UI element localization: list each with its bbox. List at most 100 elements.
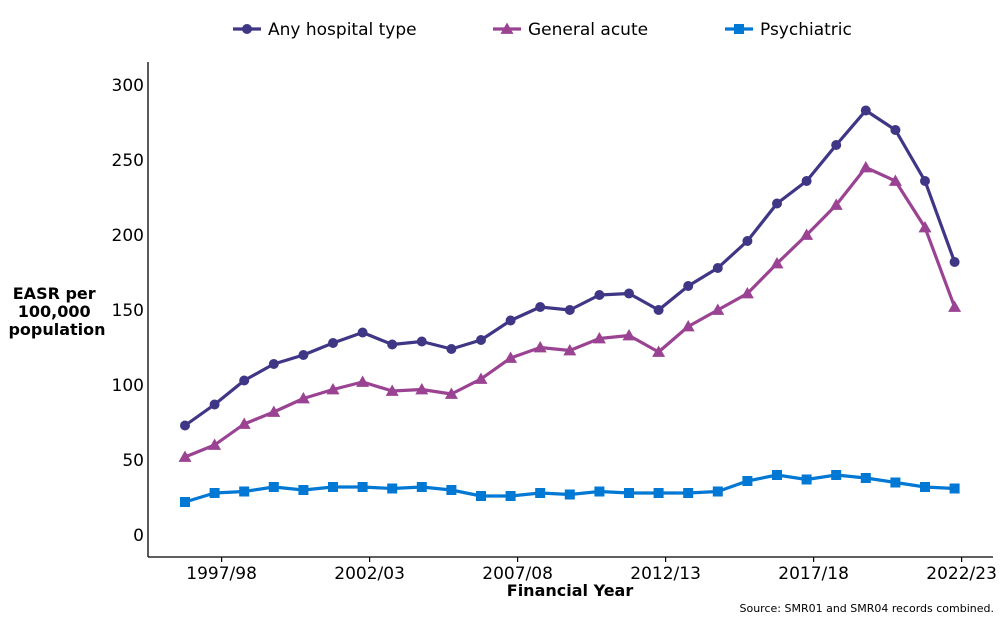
- legend-marker-general-acute: [500, 22, 514, 34]
- data-point-general-acute: [800, 228, 814, 240]
- data-point-general-acute: [237, 417, 251, 429]
- x-tick-labels: 1997/98 2002/03 2007/08 2012/13 2017/18 2022/…: [186, 557, 997, 584]
- data-point-any-hospital-type: [801, 176, 812, 186]
- data-point-any-hospital-type: [772, 198, 782, 209]
- x-tick-label: 2002/03: [334, 564, 405, 584]
- data-point-any-hospital-type: [949, 257, 960, 267]
- data-point-any-hospital-type: [476, 335, 486, 345]
- data-point-psychiatric: [505, 491, 516, 501]
- data-point-general-acute: [415, 383, 429, 395]
- data-point-any-hospital-type: [564, 305, 575, 315]
- data-point-general-acute: [888, 174, 902, 186]
- x-tick-label: 2007/08: [482, 564, 553, 584]
- data-point-any-hospital-type: [653, 305, 664, 315]
- series-any-hospital-type: [180, 105, 960, 431]
- y-tick-label: 50: [122, 451, 144, 471]
- data-point-psychiatric: [446, 485, 457, 495]
- y-tick-label: 100: [112, 376, 144, 396]
- data-point-psychiatric: [535, 488, 546, 498]
- data-point-any-hospital-type: [268, 359, 279, 369]
- data-point-any-hospital-type: [890, 125, 901, 135]
- data-point-any-hospital-type: [298, 350, 309, 360]
- series-line-any-hospital-type: [183, 108, 957, 428]
- data-point-any-hospital-type: [712, 263, 723, 273]
- legend-marker-psychiatric: [734, 24, 744, 34]
- data-point-any-hospital-type: [831, 140, 842, 150]
- y-tick-label: 200: [112, 226, 144, 246]
- data-point-general-acute: [504, 351, 518, 363]
- x-axis-label: Financial Year: [507, 581, 634, 600]
- data-point-any-hospital-type: [920, 176, 930, 186]
- y-axis-label-line-2: 100,000: [18, 302, 91, 321]
- y-axis-label-line-1: EASR per: [13, 284, 96, 303]
- data-point-any-hospital-type: [387, 339, 398, 350]
- data-point-psychiatric: [683, 488, 694, 498]
- data-point-general-acute: [859, 161, 873, 173]
- data-point-any-hospital-type: [535, 302, 546, 312]
- data-point-psychiatric: [801, 474, 812, 485]
- data-point-general-acute: [740, 287, 754, 299]
- data-point-psychiatric: [712, 486, 723, 497]
- y-axis-label: EASR per 100,000 population: [8, 284, 105, 339]
- data-point-general-acute: [533, 341, 547, 353]
- data-point-psychiatric: [949, 483, 960, 494]
- data-point-any-hospital-type: [180, 420, 190, 431]
- data-point-psychiatric: [328, 482, 338, 492]
- data-point-psychiatric: [239, 486, 250, 497]
- data-point-any-hospital-type: [505, 315, 516, 326]
- data-point-psychiatric: [564, 489, 575, 500]
- data-point-psychiatric: [653, 488, 664, 498]
- data-point-psychiatric: [920, 482, 930, 492]
- data-point-any-hospital-type: [446, 344, 457, 354]
- data-point-general-acute: [948, 300, 962, 312]
- data-point-psychiatric: [624, 488, 634, 498]
- x-tick-label: 1997/98: [186, 564, 257, 584]
- data-point-general-acute: [296, 392, 310, 404]
- legend-item-any-hospital-type: Any hospital type: [233, 20, 417, 40]
- data-point-general-acute: [592, 332, 606, 344]
- data-point-general-acute: [652, 345, 666, 357]
- data-point-general-acute: [474, 372, 488, 384]
- legend-item-general-acute: General acute: [493, 20, 648, 40]
- data-point-general-acute: [829, 198, 843, 210]
- series-psychiatric: [180, 470, 960, 507]
- data-point-any-hospital-type: [239, 375, 250, 386]
- data-point-general-acute: [563, 344, 577, 356]
- y-tick-label: 150: [112, 301, 144, 321]
- data-point-psychiatric: [831, 470, 842, 480]
- data-point-psychiatric: [209, 488, 220, 498]
- data-point-any-hospital-type: [624, 288, 634, 299]
- data-point-psychiatric: [357, 482, 368, 492]
- y-tick-labels: 0 50 100 150 200 250 300: [112, 76, 144, 546]
- x-tick-label: 2022/23: [926, 564, 997, 584]
- source-note: Source: SMR01 and SMR04 records combined…: [739, 602, 994, 615]
- data-point-psychiatric: [594, 486, 605, 497]
- data-point-psychiatric: [476, 491, 486, 501]
- legend-label-general-acute: General acute: [528, 20, 648, 40]
- data-point-psychiatric: [860, 473, 871, 483]
- axes: [147, 62, 993, 558]
- data-point-any-hospital-type: [416, 336, 427, 347]
- y-tick-label: 0: [133, 526, 144, 546]
- data-point-psychiatric: [772, 470, 782, 480]
- legend-marker-any-hospital-type: [242, 24, 252, 34]
- data-point-psychiatric: [890, 477, 901, 488]
- legend: Any hospital type General acute Psychiatri…: [233, 20, 852, 40]
- data-point-any-hospital-type: [209, 399, 220, 410]
- data-point-any-hospital-type: [683, 281, 694, 291]
- data-point-psychiatric: [742, 476, 753, 486]
- data-point-general-acute: [208, 438, 222, 450]
- y-axis-label-line-3: population: [8, 320, 105, 339]
- legend-label-any-hospital-type: Any hospital type: [268, 20, 417, 40]
- data-point-any-hospital-type: [594, 290, 605, 300]
- data-point-psychiatric: [298, 485, 309, 495]
- x-tick-label: 2017/18: [778, 564, 849, 584]
- data-point-general-acute: [385, 384, 399, 396]
- data-point-any-hospital-type: [860, 105, 871, 116]
- data-point-general-acute: [622, 329, 636, 341]
- data-point-general-acute: [326, 383, 340, 395]
- series-general-acute: [178, 161, 962, 462]
- data-point-general-acute: [918, 221, 932, 233]
- data-point-any-hospital-type: [328, 338, 338, 348]
